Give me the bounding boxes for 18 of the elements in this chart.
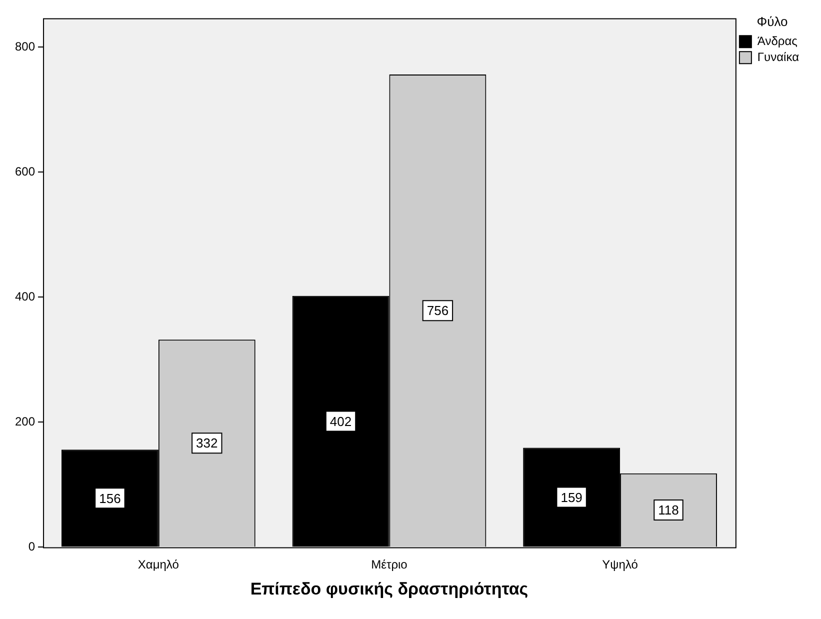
x-tick-label: Υψηλό [602, 558, 638, 572]
legend-label: Άνδρας [757, 34, 798, 48]
legend-label: Γυναίκα [757, 50, 800, 64]
data-label: 402 [330, 414, 352, 429]
data-label: 118 [658, 502, 679, 518]
x-tick-label: Μέτριο [371, 558, 408, 572]
y-tick-label: 800 [14, 39, 36, 54]
y-tick-label: 200 [14, 414, 36, 428]
data-label: 156 [99, 490, 121, 506]
x-axis-title: Επίπεδο φυσικής δραστηριότητας [250, 579, 528, 598]
y-tick-label: 600 [14, 164, 36, 178]
y-tick-label: 0 [28, 540, 36, 554]
data-label: 332 [196, 436, 218, 451]
data-label: 159 [560, 490, 582, 505]
x-tick-label: Χαμηλό [138, 558, 180, 572]
legend-title: Φύλο [756, 14, 788, 30]
data-label: 756 [426, 303, 449, 318]
y-tick-label: 400 [14, 289, 36, 304]
